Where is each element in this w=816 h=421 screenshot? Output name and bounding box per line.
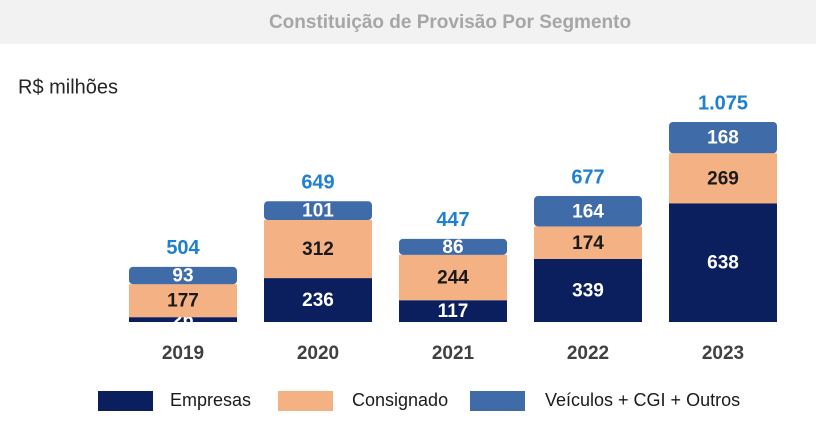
bar-segment — [534, 226, 642, 259]
bar-segment — [264, 201, 372, 221]
bar-segment — [264, 220, 372, 279]
bar-segment — [399, 300, 507, 322]
bar-segment — [264, 278, 372, 322]
bar-segment — [129, 317, 237, 322]
bar-segment — [129, 284, 237, 318]
total-label: 447 — [436, 209, 469, 231]
x-tick-label: 2022 — [567, 343, 609, 364]
legend-label: Empresas — [170, 390, 251, 410]
legend-label: Consignado — [352, 390, 448, 410]
data-label: 164 — [572, 201, 604, 222]
data-label: 86 — [442, 237, 463, 258]
chart-title: Constituição de Provisão Por Segmento — [269, 12, 631, 33]
data-label: 244 — [437, 268, 469, 289]
bar-segment — [399, 254, 507, 301]
legend-label: Veículos + CGI + Outros — [545, 390, 740, 410]
data-label: 177 — [167, 291, 199, 312]
bar-segment — [669, 153, 777, 204]
x-tick-label: 2019 — [162, 343, 204, 364]
data-label: 168 — [707, 128, 739, 149]
legend-swatch — [278, 391, 333, 411]
bar-segment — [669, 122, 777, 154]
title-band — [0, 0, 816, 44]
data-label: 101 — [302, 201, 334, 222]
bar-segment — [669, 203, 777, 322]
data-label: 339 — [572, 280, 604, 301]
bar-segment — [129, 266, 237, 285]
data-label: 269 — [707, 168, 739, 189]
data-label: 174 — [572, 233, 604, 254]
total-label: 649 — [301, 172, 334, 194]
data-label: 312 — [302, 239, 334, 260]
legend-swatch — [98, 391, 153, 411]
x-tick-label: 2020 — [297, 343, 339, 364]
total-label: 677 — [571, 166, 604, 188]
total-label: 1.075 — [698, 92, 748, 114]
bar-segment — [534, 196, 642, 227]
data-label: 117 — [438, 301, 469, 322]
total-label: 504 — [166, 237, 200, 259]
legend-swatch — [470, 391, 525, 411]
x-tick-label: 2021 — [432, 343, 475, 364]
data-label: 93 — [172, 266, 193, 287]
subtitle: R$ milhões — [18, 76, 118, 98]
bar-segment — [399, 238, 507, 255]
x-tick-label: 2023 — [702, 343, 744, 364]
data-label: 638 — [707, 253, 739, 274]
bar-segment — [534, 258, 642, 322]
data-label: 236 — [302, 290, 334, 311]
